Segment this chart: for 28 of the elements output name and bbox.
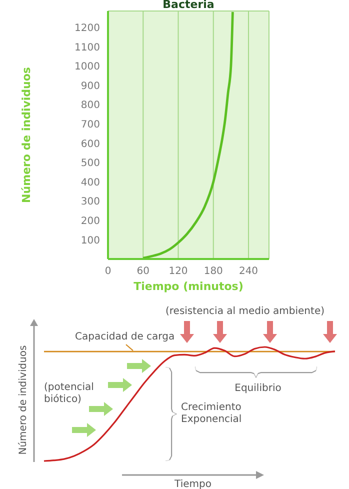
y-tick-label: 1200 (74, 22, 100, 34)
x-tick-label: 120 (168, 266, 188, 278)
y-axis-title: Número de individuos (20, 66, 33, 203)
chart-title: Bacteria (162, 0, 216, 11)
x-tick-label: 180 (204, 266, 223, 278)
x-tick-label: 0 (104, 266, 112, 278)
x-tick-label: 60 (136, 266, 150, 278)
annotation: Equilibrio (234, 383, 282, 395)
y-tick-label: 800 (80, 100, 100, 112)
y-tick-label: 1000 (74, 62, 100, 73)
annotation: (potencial biótico) (44, 382, 95, 406)
line-series (142, 11, 234, 259)
y-tick-label: 200 (80, 216, 100, 227)
x-axis-title: Tiempo (minutos) (134, 280, 244, 293)
x-axis-title: Tiempo (174, 479, 212, 489)
y-axis-title: Número de individuos (18, 345, 29, 455)
text: (resistencia al medio ambiente) (164, 306, 326, 318)
y-tick-label: 900 (80, 80, 100, 92)
y-tick-label: 300 (80, 196, 100, 208)
x-tick-label: 240 (238, 266, 258, 278)
y-tick-label: 100 (80, 235, 100, 246)
y-tick-label: 400 (80, 177, 100, 188)
y-tick-label: 500 (80, 158, 100, 170)
y-tick-label: 600 (80, 138, 100, 150)
y-tick-label: 1100 (74, 42, 100, 54)
ref-line-label: Capacidad de carga (75, 332, 175, 343)
annotation: Crecimiento Exponencial (181, 402, 243, 426)
y-tick-label: 700 (80, 119, 100, 130)
